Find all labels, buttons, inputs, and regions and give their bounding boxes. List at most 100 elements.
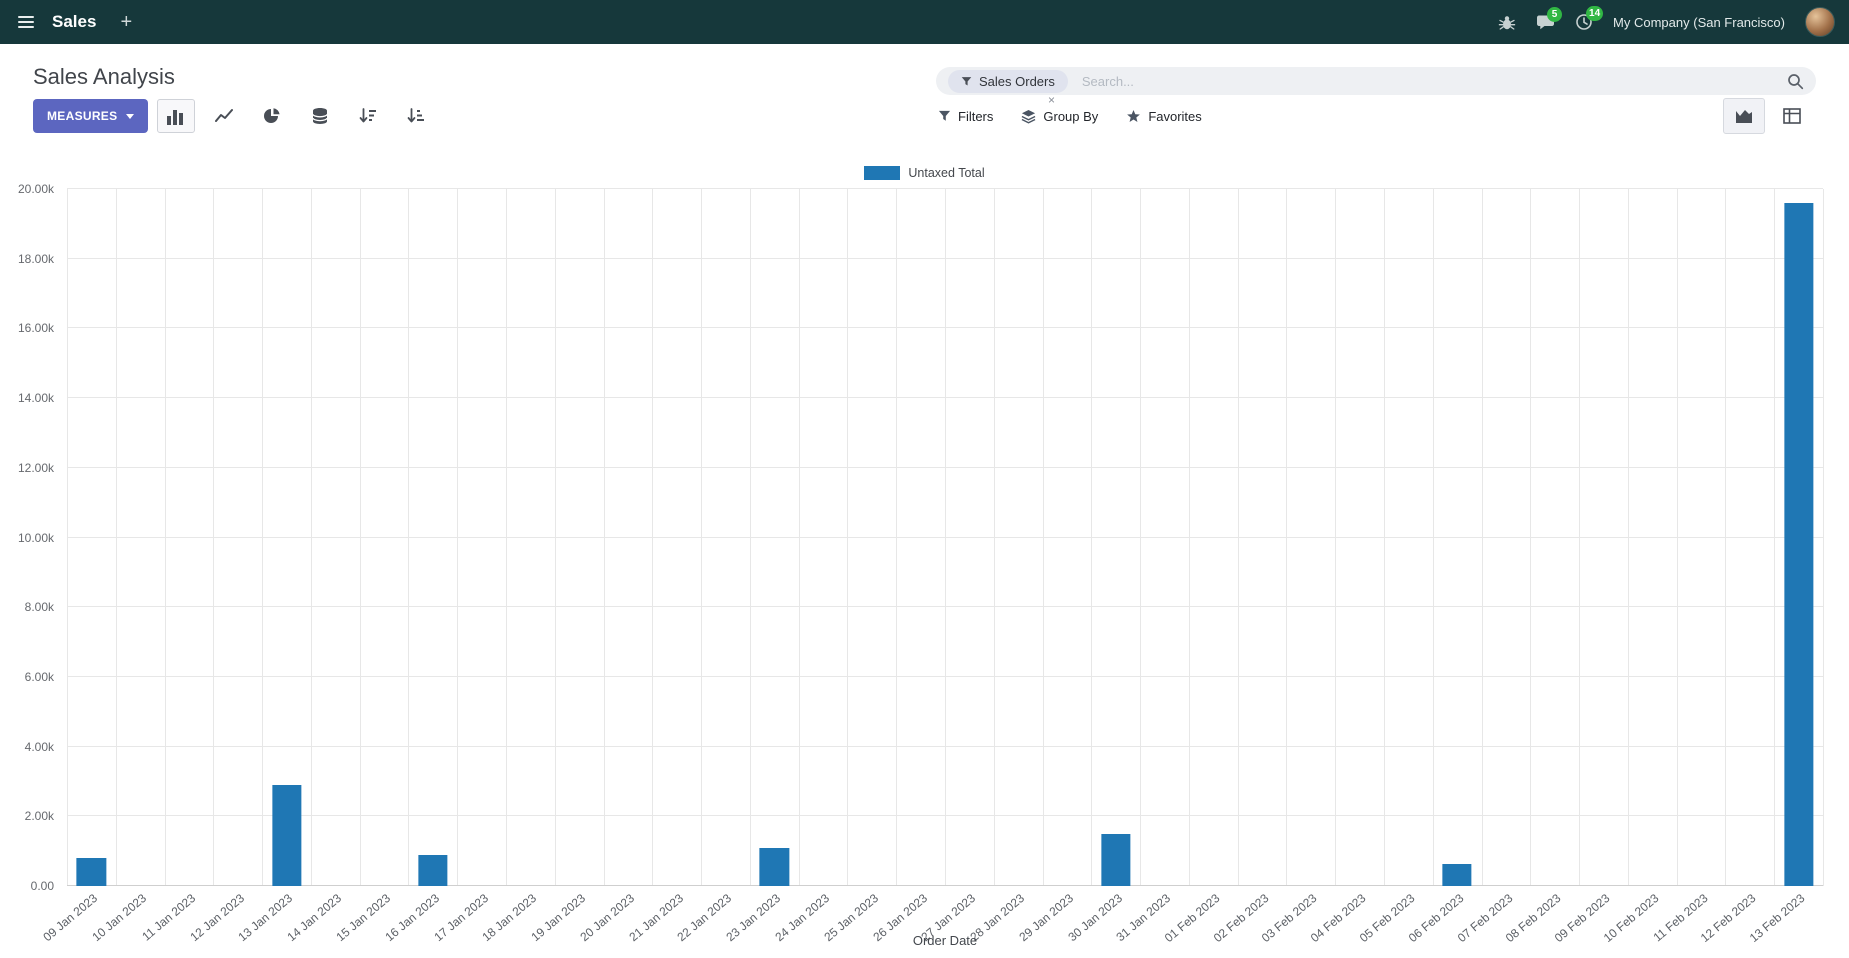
chart-legend[interactable]: Untaxed Total xyxy=(0,166,1849,180)
app-name[interactable]: Sales xyxy=(52,12,97,31)
view-switcher xyxy=(1723,98,1813,134)
avatar[interactable] xyxy=(1805,7,1835,37)
filters-button[interactable]: Filters xyxy=(938,109,993,124)
graph-view-button[interactable] xyxy=(1723,98,1765,134)
bar-chart-button[interactable] xyxy=(157,99,195,133)
measures-label: MEASURES xyxy=(47,109,118,123)
y-tick-label: 16.00k xyxy=(17,321,54,336)
gridline xyxy=(67,257,1823,259)
filters-label: Filters xyxy=(958,108,994,124)
search-options: Filters Group By Favorites xyxy=(938,99,1202,133)
sort-descending-icon xyxy=(359,108,376,123)
gridline xyxy=(164,189,166,886)
gridline xyxy=(67,745,1823,747)
apps-menu-icon[interactable] xyxy=(14,12,38,32)
gridline xyxy=(1579,189,1581,886)
gridline xyxy=(213,189,215,886)
chart-type-buttons xyxy=(157,99,435,133)
sort-descending-button[interactable] xyxy=(349,99,387,133)
bar-06 Feb 2023[interactable] xyxy=(1442,864,1472,886)
y-axis-labels: 0.00 2.00k 4.00k 6.00k 8.00k 10.00k 12.00k 14.0… xyxy=(0,182,54,893)
activities-clock-icon[interactable]: 14 xyxy=(1575,6,1604,31)
pivot-view-button[interactable] xyxy=(1771,98,1813,134)
activities-badge: 14 xyxy=(1586,6,1604,21)
search-icon[interactable] xyxy=(1787,73,1804,90)
gridline xyxy=(1384,189,1385,886)
gridline xyxy=(1286,189,1288,886)
messages-icon[interactable]: 5 xyxy=(1536,6,1563,31)
bug-icon[interactable] xyxy=(1498,13,1516,31)
group-by-button[interactable]: Group By xyxy=(1021,109,1098,124)
group-by-label: Group By xyxy=(1043,108,1099,124)
gridline xyxy=(310,189,312,886)
pivot-table-icon xyxy=(1783,108,1801,124)
bar-30 Jan 2023[interactable] xyxy=(1101,833,1131,886)
gridline xyxy=(1188,189,1190,886)
gridline xyxy=(1091,189,1093,886)
gridline xyxy=(408,189,410,886)
systray: 5 14 My Company (San Francisco) xyxy=(1498,6,1835,37)
y-tick-label: 10.00k xyxy=(17,530,54,545)
page-title: Sales Analysis xyxy=(33,64,175,89)
search-facet-label: Sales Orders xyxy=(979,73,1055,89)
y-tick-label: 12.00k xyxy=(17,460,54,475)
gridline xyxy=(506,189,507,886)
area-chart-icon xyxy=(1736,110,1752,123)
gridline xyxy=(847,189,849,886)
measures-button[interactable]: MEASURES xyxy=(33,99,149,133)
gridline xyxy=(896,189,898,886)
gridline xyxy=(749,189,751,886)
control-panel: Sales Analysis Sales Orders × MEASURES xyxy=(0,44,1849,140)
favorites-button[interactable]: Favorites xyxy=(1126,108,1202,124)
gridline xyxy=(1140,189,1142,886)
company-switcher[interactable]: My Company (San Francisco) xyxy=(1613,14,1785,30)
gridline xyxy=(67,675,1823,677)
gridline xyxy=(67,188,1823,189)
legend-label: Untaxed Total xyxy=(908,166,985,180)
line-chart-button[interactable] xyxy=(205,99,243,133)
gridline xyxy=(1530,189,1532,886)
facet-remove-icon[interactable]: × xyxy=(1048,93,1056,107)
gridline xyxy=(67,466,1823,468)
new-record-icon[interactable]: + xyxy=(120,11,133,33)
bar-09 Jan 2023[interactable] xyxy=(76,858,107,886)
y-tick-label: 18.00k xyxy=(17,251,54,266)
y-tick-label: 2.00k xyxy=(24,809,54,824)
pie-chart-button[interactable] xyxy=(253,99,291,133)
search-facet[interactable]: Sales Orders xyxy=(948,69,1068,93)
gridline xyxy=(67,327,1823,329)
gridline xyxy=(1676,189,1678,886)
gridline xyxy=(115,189,117,886)
gridline xyxy=(457,189,459,886)
x-axis-title: Order Date xyxy=(912,933,978,948)
pie-chart-icon xyxy=(264,108,280,123)
sort-ascending-button[interactable] xyxy=(397,99,435,133)
bar-13 Jan 2023[interactable] xyxy=(271,784,302,886)
search-input[interactable] xyxy=(1081,73,1787,89)
search-bar[interactable]: Sales Orders × xyxy=(936,67,1816,107)
bar-13 Feb 2023[interactable] xyxy=(1783,202,1814,886)
gridline xyxy=(701,189,703,886)
stacked-toggle-button[interactable] xyxy=(301,99,339,133)
gridline xyxy=(1627,189,1629,886)
filter-icon xyxy=(938,110,951,121)
bar-16 Jan 2023[interactable] xyxy=(418,854,448,886)
favorites-label: Favorites xyxy=(1148,108,1202,124)
gridline xyxy=(67,397,1823,399)
gridline xyxy=(1335,189,1337,886)
messages-badge: 5 xyxy=(1547,6,1563,22)
sort-ascending-icon xyxy=(407,108,424,123)
gridline xyxy=(993,189,995,886)
chart: Untaxed Total 0.00 2.00k 4.00k 6.00k 8.00k 10… xyxy=(0,140,1849,958)
top-navbar: Sales + 5 14 My Company (San Francisco) xyxy=(0,0,1849,44)
gridline xyxy=(603,189,605,886)
gridline xyxy=(1823,189,1824,886)
filter-icon xyxy=(961,76,972,86)
line-chart-icon xyxy=(215,109,233,122)
gridline xyxy=(67,536,1823,538)
gridline xyxy=(1432,189,1434,886)
gridline xyxy=(1237,189,1239,886)
y-tick-label: 4.00k xyxy=(24,739,54,754)
bar-23 Jan 2023[interactable] xyxy=(759,848,789,886)
plot-area: 09 Jan 2023 10 Jan 2023 11 Jan 2023 12 Jan … xyxy=(41,188,1824,945)
